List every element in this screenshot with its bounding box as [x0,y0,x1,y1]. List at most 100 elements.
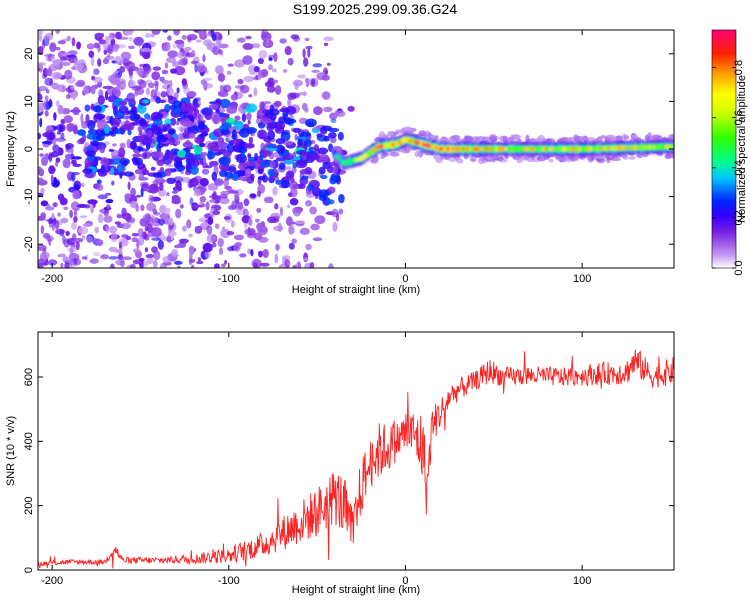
spectrogram-cell [60,262,64,268]
spectrogram-cell [97,213,104,224]
spectrogram-cell [266,143,275,149]
spectrogram-cell [219,98,231,109]
spectrogram-cell [60,132,65,140]
spectrogram-cell [97,58,102,67]
spectrogram-cell [644,134,650,141]
snr-y-axis: 0 200 400 600 [23,368,674,573]
spectrogram-cell [239,84,250,94]
spectrogram-cell [87,199,98,205]
snr-panel: -200 -100 0 100 0 200 400 600 Height of straig… [5,331,675,596]
spectrogram-cell [38,258,45,266]
spectrogram-cell [151,222,160,226]
spectrogram-cell [39,117,43,128]
spectrogram-cell [176,39,185,50]
spectrogram-cell [65,143,74,150]
spectrogram-cell [162,30,168,33]
spectrogram-cell [312,237,323,242]
spectrogram-cell [137,237,145,246]
spectrogram-cell [127,181,131,191]
spectrogram-cell [114,55,122,65]
spectrogram-cell [257,225,268,233]
spectrogram-cell [555,155,564,161]
spectrogram-cell [284,46,292,56]
spectrogram-signal-track [332,132,674,170]
spectrogram-cell [77,129,86,136]
spectrogram-cell [131,237,139,243]
spectrogram-cell [279,107,291,113]
spectrogram-cell [295,159,308,169]
spectrogram-cell [252,76,261,81]
spectrogram-cell [281,180,290,189]
spectrogram-cell [257,57,264,65]
spectrogram-cell [108,148,115,152]
spectrogram-cell [328,263,334,268]
spectrogram-x-axis: -200 -100 0 100 [41,30,591,285]
spectrogram-cell [153,119,163,126]
spectrogram-cell [586,137,597,143]
spectrogram-cell [191,49,196,58]
spectrogram-cell [248,218,253,227]
spectrogram-cell [165,123,171,128]
spectrogram-cell [311,128,320,134]
colorbar-tick-label: 0.6 [733,110,745,125]
spectrogram-cell [201,132,209,137]
spectrogram-cell [96,179,102,185]
spectrogram-cell [56,63,61,70]
spectrogram-cell [217,73,226,82]
spectrogram-cell [164,103,171,113]
spectrogram-cell [53,176,57,186]
spectrogram-cell [305,243,312,251]
spectrogram-cell [98,39,107,45]
spectrogram-cell [247,119,251,125]
spectrogram-cell [48,238,52,246]
spectrogram-cell [548,158,554,163]
spectrogram-cell [217,91,229,98]
spectrogram-cell [172,43,177,49]
spectrogram-cell [143,151,152,159]
spectrogram-cell [219,194,228,199]
spectrogram-cell [253,87,258,97]
spectrogram-cell [100,254,109,260]
spectrogram-cell [403,126,412,131]
spectrogram-cell [259,262,270,267]
spectrogram-cell [177,149,186,158]
spectrogram-cell [179,238,189,244]
spectrogram-cell [110,263,115,268]
spectrogram-cell [146,257,154,264]
spectrogram-cell [268,54,276,58]
spectrogram-cell [323,42,329,47]
spectrogram-cell [318,189,330,199]
spectrogram-cell [536,156,546,162]
spectrogram-cell [111,180,115,186]
spectrogram-cell [120,259,125,268]
spectrogram-cell [282,68,288,73]
spectrogram-cell [144,113,150,120]
spectrogram-cell [292,35,301,42]
spectrogram-cell [212,115,221,124]
spectrogram-cell [142,214,150,222]
spectrogram-cell [333,165,338,176]
x-tick-label: 100 [573,575,591,587]
spectrogram-cell [202,82,214,89]
spectrogram-cell [171,248,179,257]
spectrogram-cell [214,263,220,268]
spectrogram-cell [185,151,192,159]
spectrogram-cell [81,234,86,240]
spectrogram-cell [75,241,80,251]
spectrogram-cell [216,42,221,51]
spectrogram-cell [150,151,162,158]
spectrogram-cell [44,206,55,211]
spectrogram-cell [488,134,497,141]
spectrogram-cell [249,214,253,219]
spectrogram-cell [64,262,70,268]
spectrogram-cell [249,193,257,198]
colorbar-gradient [712,30,736,268]
spectrogram-cell [160,91,167,98]
spectrogram-cell [313,106,323,116]
spectrogram-cell [94,33,102,38]
spectrogram-cell [330,118,337,124]
spectrogram-cell [178,166,183,173]
spectrogram-cell [181,176,191,183]
spectrogram-cell [337,131,344,141]
spectrogram-cell [314,215,326,225]
